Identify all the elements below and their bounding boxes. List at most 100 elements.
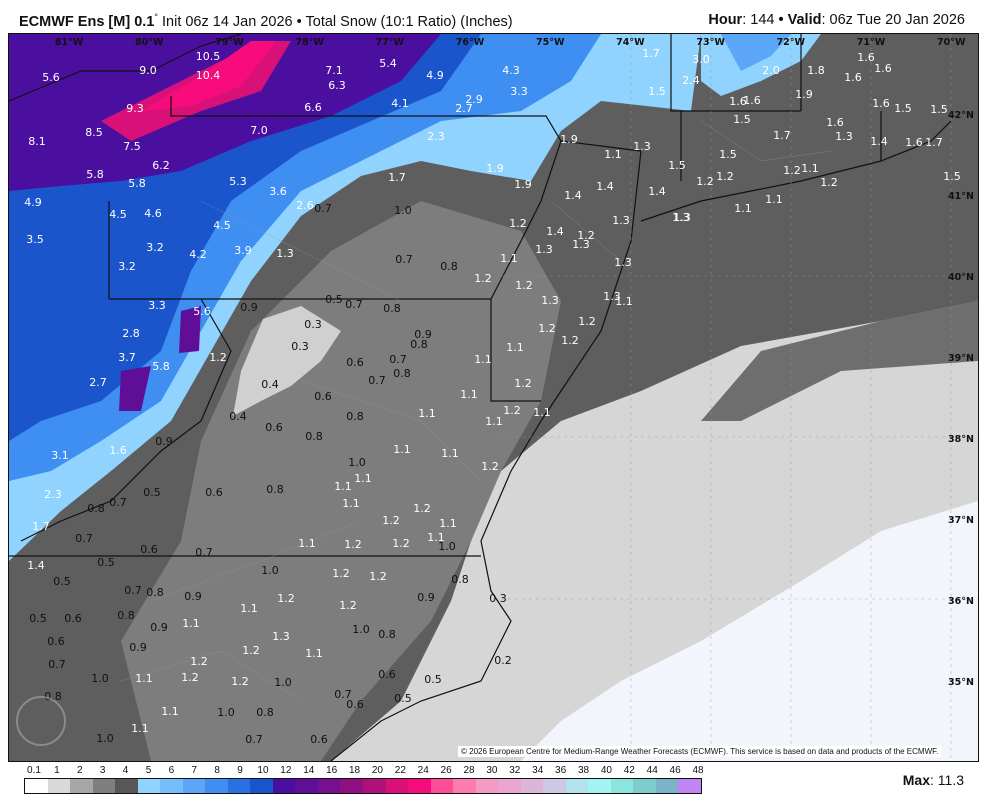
coastline — [330, 120, 952, 761]
snow-value-label: 1.6 — [857, 51, 875, 64]
snow-value-label: 8.5 — [85, 126, 103, 139]
copyright-notice: © 2026 European Centre for Medium-Range … — [458, 746, 942, 757]
snow-value-label: 1.2 — [561, 334, 579, 347]
colorbar-tick-label: 0.1 — [27, 765, 41, 776]
max-number: 11.3 — [937, 772, 964, 788]
northeast-blue — [721, 34, 791, 71]
graticule — [501, 34, 978, 761]
snow-value-label: 0.7 — [345, 298, 363, 311]
wv-va-border — [20, 201, 232, 542]
model-name: ECMWF Ens [M] — [19, 13, 131, 30]
snow-value-label: 1.0 — [91, 672, 109, 685]
snow-value-label: 1.0 — [217, 706, 235, 719]
colorbar-tick-label: 34 — [532, 765, 544, 776]
pa-ny-border — [170, 96, 642, 152]
resolution-unit: ° — [154, 12, 158, 22]
snow-value-label: 2.0 — [762, 64, 780, 77]
colorbar-swatch — [498, 779, 521, 793]
snow-value-label: 1.7 — [773, 129, 791, 142]
snow-value-label: 1.1 — [734, 202, 752, 215]
snow-value-label: 1.1 — [604, 148, 622, 161]
county-lines — [120, 120, 832, 702]
latitude-label: 38°N — [948, 434, 974, 445]
snow-value-label: 1.3 — [612, 214, 630, 227]
snow-value-label: 1.5 — [943, 170, 961, 183]
snow-value-label: 0.7 — [109, 496, 127, 509]
longitude-label: 73°W — [696, 37, 725, 48]
snow-value-label: 1.1 — [485, 415, 503, 428]
snow-value-label: 1.6 — [872, 97, 890, 110]
snow-value-label: 0.6 — [314, 390, 332, 403]
snow-value-label: 0.6 — [346, 698, 364, 711]
snow-value-label: 1.1 — [500, 252, 518, 265]
snow-value-label: 1.2 — [181, 671, 199, 684]
snow-value-label: 7.5 — [123, 140, 141, 153]
weatherbell-logo — [16, 696, 66, 746]
snow-value-label: 1.3 — [633, 140, 651, 153]
colorbar-swatch — [295, 779, 318, 793]
colorbar-swatch — [70, 779, 93, 793]
snow-value-label: 0.9 — [150, 621, 168, 634]
snow-value-label: 1.4 — [546, 225, 564, 238]
snow-value-label: 3.9 — [234, 244, 252, 257]
snow-value-label: 1.5 — [648, 85, 666, 98]
colorbar-swatch — [205, 779, 228, 793]
longitude-label: 76°W — [456, 37, 485, 48]
colorbar-swatch — [92, 779, 116, 793]
snow-value-label: 0.4 — [261, 378, 279, 391]
snow-value-label: 0.5 — [325, 293, 343, 306]
colorbar-swatch — [385, 779, 409, 793]
snow-value-label: 0.8 — [383, 302, 401, 315]
snow-value-label: 1.9 — [795, 88, 813, 101]
colorbar-tick-label: 12 — [280, 765, 292, 776]
snow-value-label: 3.2 — [118, 260, 136, 273]
snow-value-label: 1.2 — [509, 217, 527, 230]
snow-value-label: 0.7 — [389, 353, 407, 366]
snow-value-label: 0.4 — [229, 410, 247, 423]
snow-value-label: 0.3 — [304, 318, 322, 331]
snow-value-label: 1.3 — [272, 630, 290, 643]
snow-value-label: 1.2 — [369, 570, 387, 583]
snow-value-label: 0.9 — [129, 641, 147, 654]
snow-value-label: 1.6 — [729, 95, 747, 108]
snow-value-label: 1.0 — [96, 732, 114, 745]
snow-value-label: 0.3 — [489, 592, 507, 605]
snow-value-label: 1.0 — [261, 564, 279, 577]
colorbar-tick-label: 22 — [394, 765, 406, 776]
snow-value-label: 1.2 — [716, 170, 734, 183]
longitude-label: 79°W — [215, 37, 244, 48]
latitude-label: 40°N — [948, 272, 974, 283]
snow-value-label: 1.4 — [564, 189, 582, 202]
snow-value-label: 1.1 — [506, 341, 524, 354]
snow-value-label: 1.1 — [305, 647, 323, 660]
longitude-label: 77°W — [376, 37, 405, 48]
snow-value-label: 9.3 — [126, 102, 144, 115]
colorbar-tick-label: 38 — [577, 765, 590, 776]
colorbar-tick-label: 16 — [326, 765, 338, 776]
max-label: Max — [902, 772, 930, 788]
snow-value-label: 1.2 — [515, 279, 533, 292]
colorbar-swatch — [610, 779, 634, 793]
snow-value-label: 0.9 — [417, 591, 435, 604]
snow-value-label: 1.6 — [826, 116, 844, 129]
snow-value-label: 4.2 — [189, 248, 207, 261]
snow-value-label: 1.2 — [474, 272, 492, 285]
snow-value-label: 0.8 — [256, 706, 274, 719]
valid-info: Hour: 144 • Valid: 06z Tue 20 Jan 2026 — [708, 12, 965, 28]
snow-purple — [9, 34, 441, 191]
snow-value-label: 1.3 — [541, 294, 559, 307]
snow-value-label: 0.8 — [451, 573, 469, 586]
snow-value-label: 2.3 — [427, 130, 445, 143]
snow-value-label: 0.7 — [314, 202, 332, 215]
max-value: Max: 11.3 — [902, 772, 964, 788]
snow-value-label: 0.6 — [310, 733, 328, 746]
snow-value-label: 1.2 — [242, 644, 260, 657]
snow-value-label: 1.2 — [339, 599, 357, 612]
colorbar-tick-label: 44 — [646, 765, 658, 776]
snow-value-label: 4.5 — [213, 219, 231, 232]
colorbar-tick-label: 32 — [509, 765, 521, 776]
colorbar-tick-label: 4 — [122, 765, 129, 776]
snow-value-label: 1.0 — [438, 540, 456, 553]
snow-value-label: 0.7 — [395, 253, 413, 266]
longitude-label: 71°W — [857, 37, 886, 48]
